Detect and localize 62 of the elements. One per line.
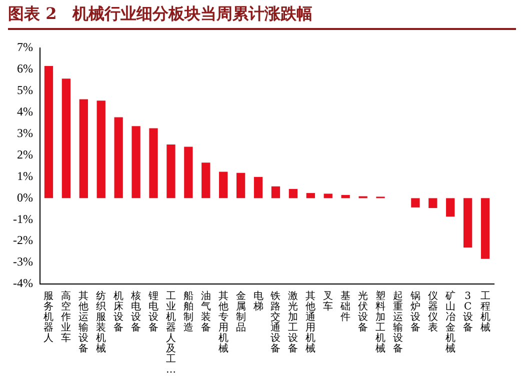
x-tick-label: 其他专用机械 [218, 290, 228, 354]
bar [480, 198, 490, 259]
x-tick-label: 仪器仪表 [428, 290, 438, 334]
bar [114, 117, 123, 198]
x-tick-label: 基础件 [340, 290, 351, 323]
x-tick-label: 光伏设备 [358, 290, 368, 334]
x-tick-label: 激光加工设备 [288, 290, 298, 354]
y-tick-label: -4% [12, 276, 33, 290]
x-tick-label: 其他运输设备 [78, 290, 89, 354]
bar [202, 162, 210, 198]
x-tick-label: 叉车 [323, 290, 334, 312]
bar [428, 198, 438, 208]
bar [411, 198, 420, 208]
x-tick-label: 工业机器人及工… [166, 290, 176, 376]
bar [219, 172, 228, 198]
bar [288, 188, 298, 198]
x-tick-label: 电梯 [252, 290, 264, 312]
bar [166, 144, 176, 198]
x-tick-label: 金属制品 [236, 290, 246, 334]
x-tick-label: 机床设备 [114, 290, 124, 334]
bar [341, 194, 350, 198]
bar [44, 66, 54, 198]
x-tick-label: 铁路交通设备 [270, 290, 281, 354]
y-tick-label: 3% [16, 126, 33, 140]
bar [62, 78, 71, 198]
x-tick-label: 高空作业车 [60, 290, 72, 344]
bar [96, 100, 106, 198]
x-tick-label: 工程机械 [480, 290, 490, 334]
y-tick-label: 1% [16, 168, 33, 183]
y-tick-label: 2% [16, 147, 33, 162]
x-tick-label: 锅炉设备 [409, 290, 420, 334]
bar [463, 198, 472, 248]
x-tick-label: 锂电设备 [147, 290, 158, 334]
bar [324, 194, 332, 198]
bar [184, 146, 193, 198]
y-tick-label: 4% [16, 104, 33, 119]
x-tick-label: 矿山冶金机械 [444, 290, 456, 354]
bar [446, 198, 455, 217]
x-tick-label: 船舶制造 [183, 290, 194, 334]
y-tick-label: 5% [16, 83, 33, 98]
x-tick-label: 塑料加工机械 [376, 290, 386, 354]
x-tick-label: 油气装备 [200, 290, 211, 334]
x-tick-label: 服务机器人 [44, 290, 54, 344]
bar [149, 128, 158, 198]
y-tick-label: 6% [16, 62, 33, 76]
y-tick-label: -3% [12, 254, 33, 269]
y-tick-label: -1% [12, 212, 33, 226]
x-tick-label: 核电设备 [130, 290, 142, 334]
chart-title: 图表 2 机械行业细分板块当周累计涨跌幅 [8, 4, 516, 30]
bar [236, 172, 246, 198]
x-tick-label: 3C设备 [462, 290, 473, 334]
y-tick-label: 7% [16, 40, 33, 54]
y-tick-label: 0% [16, 190, 33, 204]
bar [254, 176, 263, 198]
bar [132, 126, 140, 198]
bar [306, 193, 315, 198]
x-tick-label: 其他通用机械 [306, 290, 316, 354]
x-tick-label: 纺织服装机械 [96, 290, 106, 354]
bar [271, 186, 280, 198]
y-tick-label: -2% [12, 233, 33, 248]
x-tick-label: 起重运输设备 [392, 290, 403, 354]
bar [79, 99, 88, 198]
